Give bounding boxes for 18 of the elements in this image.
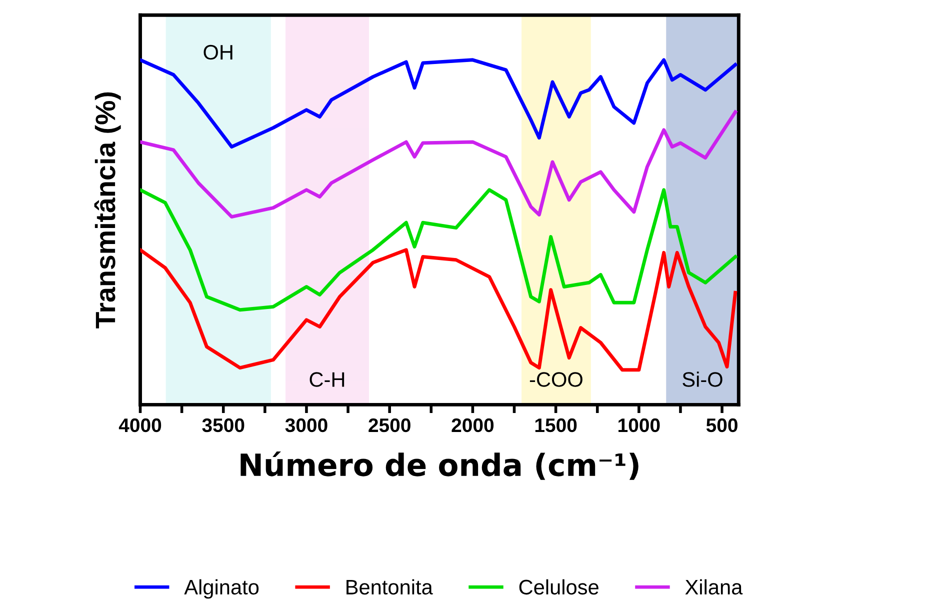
x-axis-title: Número de onda (cm⁻¹) xyxy=(240,451,638,480)
legend-label: Xilana xyxy=(685,579,743,595)
x-tick-label: 2500 xyxy=(368,418,410,432)
x-tick-label: 4000 xyxy=(118,418,162,432)
band-label: C-H xyxy=(310,372,344,387)
x-tick-label: 2000 xyxy=(452,418,494,432)
legend-label: Celulose xyxy=(519,579,598,595)
x-tick-label: 3500 xyxy=(202,418,244,432)
band-label: -COO xyxy=(530,372,582,387)
x-tick-label: 1500 xyxy=(535,418,577,432)
y-axis-title: Transmitância (%) xyxy=(94,92,121,328)
x-tick-label: 3000 xyxy=(285,418,328,432)
band-label: Si-O xyxy=(682,372,722,387)
legend-label: Alginato xyxy=(184,579,259,599)
band-label: OH xyxy=(204,44,232,60)
x-tick-label: 1000 xyxy=(618,418,660,432)
x-tick-label: 500 xyxy=(706,418,738,432)
legend-label: Bentonita xyxy=(346,579,433,595)
